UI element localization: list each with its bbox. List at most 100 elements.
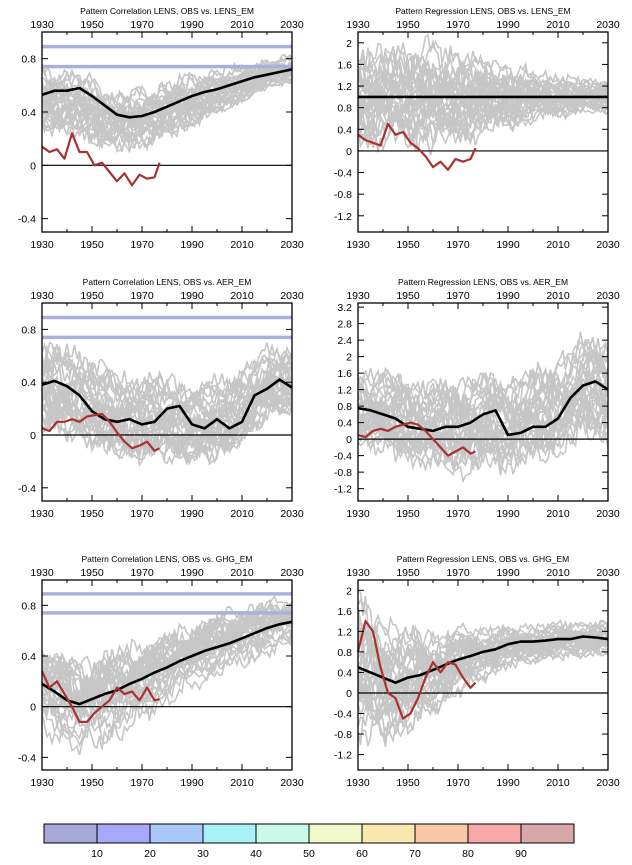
y-tick-label: -1.2	[334, 484, 352, 496]
x-tick-label: 2010	[230, 508, 254, 520]
x-tick-label: 2010	[546, 567, 570, 579]
x-tick-label: 1950	[396, 777, 420, 789]
ensemble-members	[358, 589, 608, 747]
x-tick-label: 2010	[546, 508, 570, 520]
x-tick-label: 1990	[180, 239, 204, 251]
y-tick-label: 0.8	[21, 54, 36, 66]
x-tick-label: 1970	[446, 239, 470, 251]
y-tick-label: 0.4	[337, 667, 352, 679]
ensemble-member	[358, 639, 608, 738]
x-tick-label: 1970	[446, 19, 470, 31]
x-tick-label: 1930	[30, 239, 54, 251]
ensemble-members	[42, 595, 292, 756]
y-tick-label: 2	[346, 38, 352, 50]
ensemble-member	[358, 404, 608, 467]
ensemble-member	[42, 66, 292, 125]
y-tick-label: 2	[346, 585, 352, 597]
x-tick-label: 1950	[80, 567, 104, 579]
x-tick-label: 2030	[280, 567, 304, 579]
observed-line	[41, 132, 161, 187]
colorbar-label: 50	[303, 848, 315, 860]
x-tick-label: 2030	[596, 239, 620, 251]
y-tick-label: -0.4	[18, 214, 36, 226]
ensemble-members	[42, 53, 292, 154]
y-tick-label: 3.2	[337, 302, 352, 314]
colorbar-label: 90	[515, 848, 527, 860]
x-tick-label: 2010	[230, 290, 254, 302]
colorbar-label: 70	[409, 848, 421, 860]
x-tick-label: 1990	[180, 567, 204, 579]
colorbar-box	[361, 823, 416, 844]
ensemble-mean-line	[357, 380, 609, 437]
x-tick-label: 1970	[446, 290, 470, 302]
x-tick-label: 2010	[230, 19, 254, 31]
ensemble-mean-line	[41, 620, 293, 706]
colorbar-box	[467, 823, 522, 844]
panel-reg-lens: Pattern Regression LENS, OBS vs. LENS_EM…	[334, 6, 620, 251]
x-tick-label: 1930	[30, 567, 54, 579]
ensemble-member	[358, 401, 608, 484]
x-tick-label: 1970	[130, 777, 154, 789]
x-tick-label: 1930	[346, 777, 370, 789]
y-tick-label: 0	[30, 160, 36, 172]
x-tick-label: 1970	[130, 567, 154, 579]
x-tick-label: 2030	[280, 777, 304, 789]
x-tick-label: 2010	[546, 19, 570, 31]
observed-line	[356, 620, 477, 720]
y-tick-label: -0.4	[334, 451, 352, 463]
x-tick-label: 1930	[346, 19, 370, 31]
panel-reg-ghg: Pattern Regression LENS, OBS vs. GHG_EM 1…	[334, 554, 620, 789]
panel-title: Pattern Regression LENS, OBS vs. GHG_EM	[397, 554, 569, 564]
panel-reg-aer: Pattern Regression LENS, OBS vs. AER_EM 1…	[334, 277, 620, 520]
x-tick-label: 1970	[130, 290, 154, 302]
y-tick-label: 1.6	[337, 368, 352, 380]
y-tick-label: 0	[346, 434, 352, 446]
x-tick-label: 1970	[446, 777, 470, 789]
y-tick-label: -0.4	[18, 752, 36, 764]
x-tick-label: 1990	[180, 777, 204, 789]
observed-line	[357, 122, 477, 171]
y-tick-label: 0	[346, 688, 352, 700]
y-tick-label: -0.4	[334, 709, 352, 721]
x-tick-label: 1950	[80, 777, 104, 789]
colorbar-box	[202, 823, 257, 844]
colorbar-box	[96, 823, 151, 844]
ensemble-member	[42, 58, 292, 117]
ensemble-member	[42, 605, 292, 702]
ensemble-members	[358, 33, 608, 156]
y-tick-label: -0.8	[334, 189, 352, 201]
ensemble-member	[358, 357, 608, 434]
panel-title: Pattern Correlation LENS, OBS vs. LENS_E…	[80, 6, 254, 16]
colorbar-label: 40	[250, 848, 262, 860]
x-tick-label: 2030	[596, 508, 620, 520]
ensemble-member	[358, 337, 608, 419]
y-tick-label: 0.4	[337, 124, 352, 136]
x-tick-label: 1990	[496, 19, 520, 31]
y-tick-label: 0.4	[337, 418, 352, 430]
x-tick-label: 2030	[596, 19, 620, 31]
ensemble-member	[42, 67, 292, 141]
x-tick-label: 1990	[496, 508, 520, 520]
x-tick-label: 1950	[396, 239, 420, 251]
ensemble-member	[358, 635, 608, 713]
x-tick-label: 1930	[30, 290, 54, 302]
ensemble-member	[42, 342, 292, 411]
x-tick-label: 1990	[180, 508, 204, 520]
colorbar-box	[414, 823, 469, 844]
y-tick-label: 1.2	[337, 626, 352, 638]
panel-title: Pattern Regression LENS, OBS vs. LENS_EM	[395, 6, 570, 16]
x-tick-label: 2010	[546, 239, 570, 251]
x-tick-label: 2030	[280, 290, 304, 302]
y-tick-label: 0.8	[337, 401, 352, 413]
colorbar-box	[255, 823, 310, 844]
x-tick-label: 2030	[280, 508, 304, 520]
x-tick-label: 1950	[80, 290, 104, 302]
colorbar-label: 10	[91, 848, 103, 860]
colorbar-label: 30	[197, 848, 209, 860]
y-tick-label: 0.8	[337, 647, 352, 659]
observed-line	[41, 412, 161, 452]
colorbar-box	[520, 823, 575, 844]
ensemble-member	[42, 353, 292, 430]
colorbar-box	[43, 823, 98, 844]
